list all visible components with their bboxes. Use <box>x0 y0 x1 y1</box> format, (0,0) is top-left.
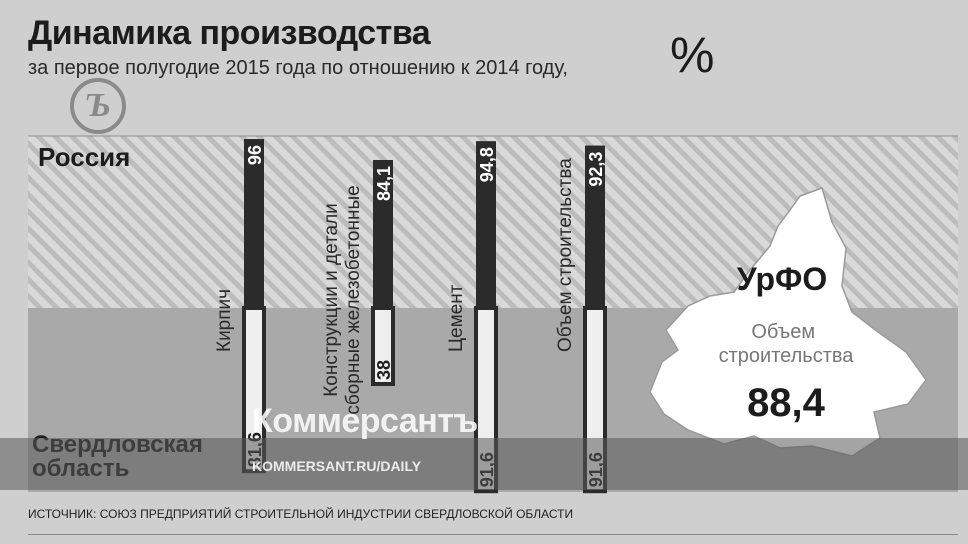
source-note: ИСТОЧНИК: СОЮЗ ПРЕДПРИЯТИЙ СТРОИТЕЛЬНОЙ … <box>28 507 574 521</box>
region-label-russia: Россия <box>38 142 130 172</box>
category-label-2-line2: сборные железобетонные <box>343 185 364 414</box>
value-label-russia-2: 84,1 <box>374 166 394 201</box>
urfo-map-shape <box>649 187 927 457</box>
page-subtitle: за первое полугодие 2015 года по отношен… <box>28 57 568 79</box>
page-title: Динамика производства <box>28 14 431 52</box>
urfo-metric-line2: строительства <box>719 345 855 367</box>
urfo-metric: Объем строительства <box>719 321 855 367</box>
watermark-brand: Коммерсантъ <box>252 402 478 440</box>
urfo-title: УрФО <box>737 261 827 297</box>
kommersant-logo-icon: Ъ <box>70 78 126 134</box>
watermark-url: KOMMERSANT.RU/DAILY <box>252 458 422 474</box>
bar-russia-4 <box>585 145 605 308</box>
value-label-russia-4: 92,3 <box>586 152 606 187</box>
unit-label: % <box>670 27 715 83</box>
value-label-russia-3: 94,8 <box>477 147 497 182</box>
bar-russia-2 <box>373 159 393 308</box>
urfo-metric-line1: Объем <box>751 321 815 343</box>
bottom-divider <box>28 534 958 535</box>
bar-sverdlovsk-2 <box>371 306 395 386</box>
value-label-sverdlovsk-2: 38 <box>374 360 394 380</box>
category-label-2-line1: Конструкции и детали <box>321 203 342 397</box>
value-label-russia-1: 96 <box>245 145 265 165</box>
category-label-3: Цемент <box>446 284 467 352</box>
watermark-band <box>0 438 968 490</box>
bar-russia-1 <box>244 139 264 308</box>
bar-russia-3 <box>476 141 496 308</box>
category-label-4: Объем строительства <box>555 158 576 352</box>
category-label-1: Кирпич <box>214 289 235 352</box>
urfo-value: 88,4 <box>747 381 826 425</box>
